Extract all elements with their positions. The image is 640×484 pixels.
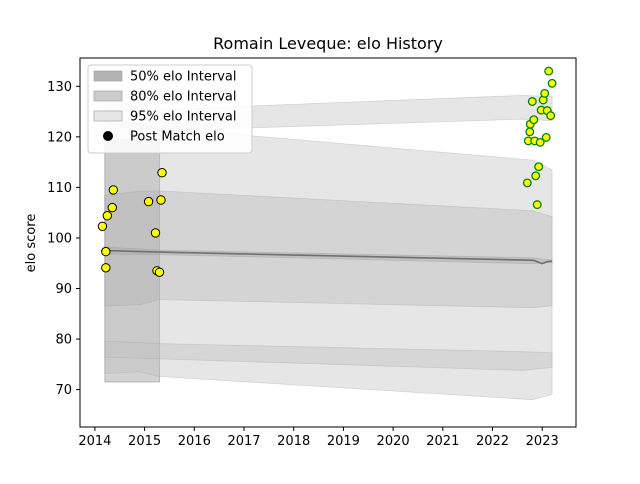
y-tick-label: 90 <box>55 282 72 297</box>
legend-swatch-1 <box>93 90 123 102</box>
y-axis-label: elo score <box>24 214 39 273</box>
legend-label: 50% elo Interval <box>130 70 237 85</box>
x-tick-label: 2021 <box>426 434 459 449</box>
mean-elo-line <box>104 249 553 265</box>
x-tick-label: 2015 <box>128 434 161 449</box>
x-tick-label: 2023 <box>526 434 559 449</box>
early-interval-band <box>104 138 161 383</box>
legend-box <box>87 64 253 154</box>
chart-title: Romain Leveque: elo History <box>213 34 443 53</box>
post-match-elo-point <box>101 246 111 257</box>
post-match-elo-point <box>544 66 554 76</box>
post-match-elo-point <box>108 185 119 195</box>
post-match-elo-point <box>531 171 541 181</box>
post-match-elo-point <box>532 200 542 210</box>
x-tick-label: 2018 <box>277 434 310 449</box>
post-match-elo-point <box>525 127 535 137</box>
post-match-elo-point <box>101 263 111 273</box>
x-tick-label: 2022 <box>476 434 509 449</box>
series-recent <box>522 66 557 210</box>
post-match-elo-point <box>546 111 556 121</box>
post-match-elo-point <box>107 202 118 213</box>
y-tick-label: 70 <box>55 383 72 398</box>
x-tick-label: 2016 <box>178 434 211 449</box>
x-tick-label: 2020 <box>377 434 410 449</box>
y-tick-label: 100 <box>47 231 72 246</box>
y-tick-label: 110 <box>47 181 72 196</box>
legend-marker <box>103 131 113 141</box>
post-match-elo-point <box>540 88 550 98</box>
y-tick-label: 80 <box>55 333 72 348</box>
post-match-elo-point <box>97 221 108 232</box>
interval-band-95 <box>104 340 553 371</box>
legend-label: 95% elo Interval <box>130 110 237 125</box>
series-early <box>97 168 167 277</box>
interval-band-80 <box>104 190 553 309</box>
legend-label: Post Match elo <box>130 130 225 145</box>
post-match-elo-point <box>534 162 544 172</box>
post-match-elo-point <box>541 132 551 142</box>
post-match-elo-point <box>154 267 165 277</box>
legend-swatch-0 <box>93 70 123 82</box>
post-match-elo-point <box>156 195 166 205</box>
post-match-elo-point <box>529 115 539 125</box>
x-tick-label: 2019 <box>327 434 360 449</box>
post-match-elo-point <box>157 168 167 178</box>
axes: 2014 2015 2016 2017 2018 2019 2020 2021 2022 2023… <box>47 57 577 449</box>
axes-frame <box>79 57 577 428</box>
plot-area <box>97 66 557 401</box>
post-match-elo-point <box>143 196 154 207</box>
post-match-elo-point <box>102 211 113 221</box>
post-match-elo-point <box>535 137 545 147</box>
plot-clipped-content <box>104 94 553 401</box>
y-tick-label: 130 <box>47 80 72 95</box>
post-match-elo-point <box>522 178 532 188</box>
post-match-elo-point <box>150 228 161 238</box>
x-tick-label: 2014 <box>78 434 111 449</box>
post-match-elo-point <box>527 97 537 106</box>
legend-swatch-2 <box>93 110 123 122</box>
legend: 50% elo Interval 80% elo Interval 95% elo … <box>87 64 253 154</box>
y-tick-label: 120 <box>47 130 72 145</box>
post-match-elo-point <box>547 78 557 88</box>
x-tick-label: 2017 <box>227 434 260 449</box>
legend-label: 80% elo Interval <box>130 90 237 105</box>
